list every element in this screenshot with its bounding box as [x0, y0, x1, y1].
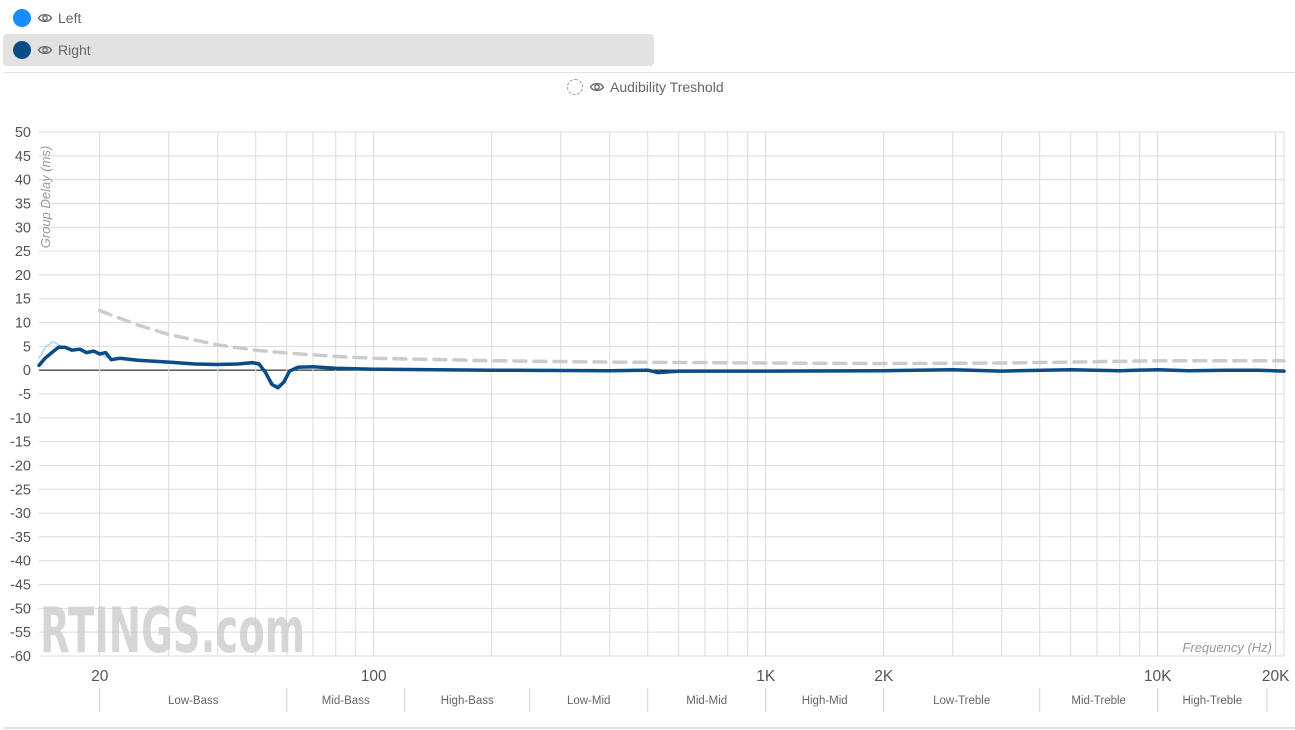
band-label: Mid-Treble: [1071, 695, 1126, 707]
band-label: Low-Mid: [567, 695, 610, 707]
band-label: High-Mid: [802, 695, 848, 707]
y-tick-label: -50: [10, 601, 31, 617]
y-tick-label: -60: [10, 649, 31, 665]
legend-label-right: Right: [58, 42, 91, 58]
x-tick-label: 1K: [756, 668, 776, 685]
y-tick-label: -20: [10, 458, 31, 474]
y-axis-ticks: 50454035302520151050-5-10-15-20-25-30-35…: [10, 125, 31, 665]
y-tick-label: -55: [10, 625, 31, 641]
legend-item-right[interactable]: Right: [3, 34, 654, 66]
y-tick-label: 40: [15, 173, 31, 189]
y-tick-label: -40: [10, 554, 31, 570]
x-tick-label: 100: [361, 668, 387, 685]
y-tick-label: -10: [10, 411, 31, 427]
y-axis-label: Group Delay (ms): [38, 146, 53, 249]
audibility-treshold-series-line: [97, 308, 1286, 366]
x-tick-label: 20: [91, 668, 109, 685]
y-tick-label: 45: [15, 149, 31, 165]
band-label: High-Bass: [441, 695, 494, 707]
series-lines: [37, 308, 1286, 390]
band-label: Mid-Bass: [322, 695, 370, 707]
y-tick-label: 0: [23, 363, 31, 379]
watermark: RTINGS.com: [40, 594, 305, 667]
legend-divider: [3, 72, 1295, 73]
y-tick-label: 15: [15, 292, 31, 308]
threshold-label: Audibility Treshold: [610, 79, 724, 95]
y-tick-label: -45: [10, 578, 31, 594]
x-tick-label: 2K: [874, 668, 894, 685]
threshold-swatch: [567, 79, 583, 95]
y-tick-label: 10: [15, 316, 31, 332]
y-tick-label: -5: [18, 387, 31, 403]
eye-icon[interactable]: [589, 79, 605, 95]
right-series-line: [37, 345, 1286, 390]
y-tick-label: -15: [10, 435, 31, 451]
eye-icon[interactable]: [37, 10, 53, 26]
y-tick-label: 30: [15, 220, 31, 236]
legend-label-left: Left: [58, 10, 82, 26]
x-axis-ticks: 20 100 1K 2K 10K 20K: [91, 668, 1290, 685]
legend-item-threshold[interactable]: Audibility Treshold: [567, 79, 724, 95]
right-color-swatch: [13, 41, 31, 59]
left-color-swatch: [13, 9, 31, 27]
band-label: Low-Treble: [933, 695, 990, 707]
x-tick-label: 20K: [1262, 668, 1290, 685]
frequency-bands: Low-Bass Mid-Bass High-Bass Low-Mid Mid-Mid H…: [99, 688, 1268, 712]
x-axis-label: Frequency (Hz): [1182, 640, 1272, 655]
eye-icon[interactable]: [37, 42, 53, 58]
band-label: Low-Bass: [168, 695, 219, 707]
band-label: Mid-Mid: [686, 695, 727, 707]
x-tick-label: 10K: [1144, 668, 1172, 685]
y-tick-label: 25: [15, 244, 31, 260]
y-tick-label: 50: [15, 125, 31, 141]
legend-item-left[interactable]: Left: [3, 2, 654, 34]
y-tick-label: 5: [23, 339, 31, 355]
y-tick-label: -35: [10, 530, 31, 546]
y-tick-label: 20: [15, 268, 31, 284]
y-tick-label: 35: [15, 196, 31, 212]
y-tick-label: -30: [10, 506, 31, 522]
grid: [39, 131, 1285, 657]
band-label: High-Treble: [1182, 695, 1242, 707]
y-tick-label: -25: [10, 482, 31, 498]
